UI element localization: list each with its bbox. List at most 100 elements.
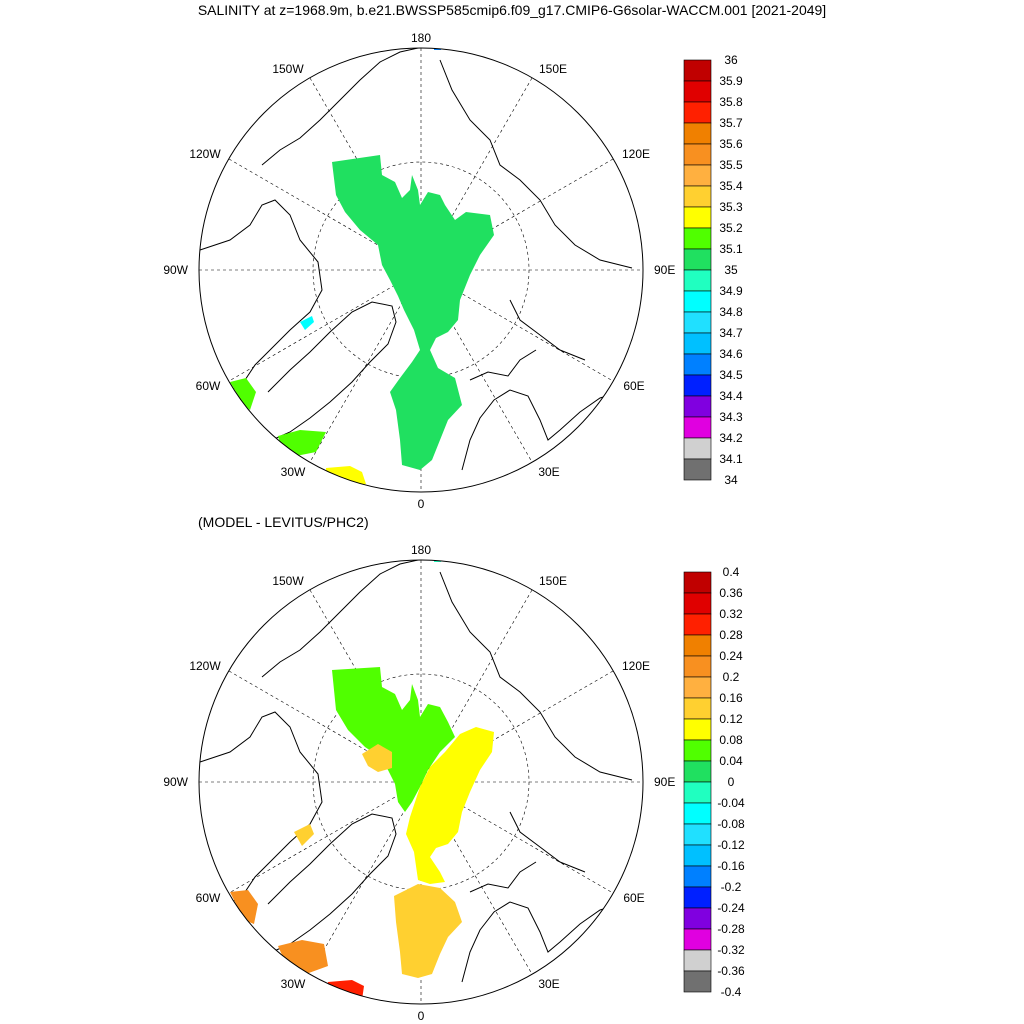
salinity-colorbar-swatch	[683, 437, 712, 460]
difference-colorbar-label: -0.2	[721, 880, 742, 894]
salinity-colorbar-label: 34.2	[719, 431, 743, 445]
difference-colorbar-label: 0.2	[723, 670, 740, 684]
difference-colorbar-swatch	[683, 802, 712, 825]
lon-label-60w: 60W	[196, 379, 221, 393]
lon-label-60e: 60E	[623, 379, 644, 393]
salinity-colorbar-label: 35.1	[719, 242, 743, 256]
difference-colorbar-swatch	[683, 718, 712, 741]
salinity-colorbar-label: 35	[724, 263, 738, 277]
salinity-colorbar-swatch	[683, 290, 712, 313]
difference-colorbar-swatch	[683, 886, 712, 909]
coastline-asia	[439, 571, 633, 873]
lon-label-180: 180	[411, 31, 431, 45]
difference-colorbar-swatch	[683, 697, 712, 720]
salinity-colorbar-swatch	[683, 248, 712, 271]
map-content	[199, 560, 643, 1004]
difference-colorbar-swatch	[683, 592, 712, 615]
difference-field-eurasian-basin	[406, 727, 494, 884]
difference-field-north-atlantic	[278, 940, 328, 974]
lon-label-0: 0	[418, 497, 425, 511]
salinity-field-main	[332, 155, 494, 470]
salinity-colorbar-swatch	[683, 395, 712, 418]
coastline-north-america	[199, 560, 419, 905]
lon-label-90w: 90W	[163, 263, 188, 277]
salinity-colorbar-swatch	[683, 416, 712, 439]
difference-colorbar-swatch	[683, 760, 712, 783]
difference-colorbar-swatch	[683, 676, 712, 699]
difference-colorbar-swatch	[683, 970, 712, 993]
lon-label-30w: 30W	[281, 465, 306, 479]
lon-label-150w: 150W	[272, 62, 304, 76]
coastline-europe	[461, 349, 621, 471]
difference-colorbar-label: 0.32	[719, 607, 743, 621]
salinity-colorbar-label: 34	[724, 473, 738, 487]
coastline-europe	[461, 861, 621, 983]
difference-colorbar-swatch	[683, 865, 712, 888]
salinity-colorbar-label: 36	[724, 53, 738, 67]
salinity-colorbar-swatch	[683, 311, 712, 334]
lon-label-60w: 60W	[196, 891, 221, 905]
difference-colorbar-swatch	[683, 739, 712, 762]
salinity-colorbar-swatch	[683, 332, 712, 355]
difference-colorbar-label: 0	[728, 775, 735, 789]
map-boundary	[198, 559, 644, 1005]
difference-colorbar-label: 0.08	[719, 733, 743, 747]
salinity-colorbar-swatch	[683, 143, 712, 166]
lon-label-0: 0	[418, 1009, 425, 1023]
salinity-colorbar-label: 34.4	[719, 389, 743, 403]
lon-label-120w: 120W	[189, 659, 221, 673]
coastline-greenland	[267, 813, 397, 953]
salinity-field-south-atlantic	[326, 466, 366, 488]
difference-colorbar-swatch	[683, 781, 712, 804]
difference-colorbar-label: -0.32	[717, 943, 745, 957]
difference-colorbar-swatch	[683, 907, 712, 930]
difference-colorbar-swatch	[683, 928, 712, 951]
salinity-colorbar-label: 34.3	[719, 410, 743, 424]
difference-colorbar-label: 0.04	[719, 754, 743, 768]
difference-colorbar-label: -0.24	[717, 901, 745, 915]
lon-label-30e: 30E	[538, 465, 559, 479]
salinity-colorbar-label: 35.8	[719, 95, 743, 109]
coastline-north-america	[199, 48, 419, 393]
difference-field-beaufort	[362, 744, 392, 772]
difference-colorbar-label: -0.16	[717, 859, 745, 873]
difference-subtitle: (MODEL - LEVITUS/PHC2)	[198, 514, 369, 530]
lon-label-180: 180	[411, 543, 431, 557]
difference-colorbar-label: -0.08	[717, 817, 745, 831]
salinity-colorbar-label: 35.5	[719, 158, 743, 172]
difference-colorbar-swatch	[683, 571, 712, 594]
difference-field-baffin	[294, 824, 314, 846]
difference-colorbar-label: 0.12	[719, 712, 743, 726]
lon-label-30w: 30W	[281, 977, 306, 991]
salinity-colorbar-swatch	[683, 353, 712, 376]
difference-field-barents	[394, 884, 462, 978]
lon-label-120e: 120E	[622, 147, 650, 161]
difference-colorbar-label: -0.36	[717, 964, 745, 978]
lon-label-90e: 90E	[654, 775, 675, 789]
salinity-colorbar-label: 35.6	[719, 137, 743, 151]
lon-label-150w: 150W	[272, 574, 304, 588]
salinity-colorbar-swatch	[683, 185, 712, 208]
figure-title: SALINITY at z=1968.9m, b.e21.BWSSP585cmi…	[197, 2, 827, 18]
salinity-colorbar-label: 34.5	[719, 368, 743, 382]
difference-colorbar-label: -0.04	[717, 796, 745, 810]
difference-colorbar-label: 0.28	[719, 628, 743, 642]
salinity-colorbar-swatch	[683, 164, 712, 187]
difference-colorbar-label: 0.16	[719, 691, 743, 705]
salinity-colorbar: 36 35.9 35.8 35.7 35.6 35.5 35.4 35.3 35.2 35.1 35…	[683, 53, 743, 487]
salinity-field-greenland-sea	[230, 378, 256, 410]
salinity-colorbar-swatch	[683, 269, 712, 292]
difference-colorbar-label: -0.12	[717, 838, 745, 852]
lon-label-120w: 120W	[189, 147, 221, 161]
salinity-colorbar-label: 34.8	[719, 305, 743, 319]
difference-colorbar-swatch	[683, 613, 712, 636]
map-content	[199, 48, 643, 492]
difference-map-panel: 180 0 90W 90E 150W 120W 150E 120E 60W 30…	[163, 543, 745, 1023]
salinity-colorbar-swatch	[683, 227, 712, 250]
difference-colorbar-swatch	[683, 949, 712, 972]
lon-label-90e: 90E	[654, 263, 675, 277]
difference-colorbar-swatch	[683, 634, 712, 657]
salinity-colorbar-label: 34.7	[719, 326, 743, 340]
salinity-colorbar-label: 34.6	[719, 347, 743, 361]
salinity-colorbar-swatch	[683, 206, 712, 229]
